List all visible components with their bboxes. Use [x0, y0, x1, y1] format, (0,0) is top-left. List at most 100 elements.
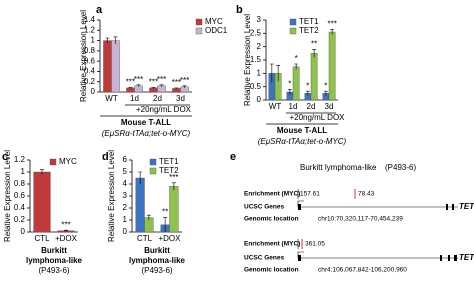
panel-letter: c	[2, 151, 8, 163]
y-tick-label: 0.8	[84, 46, 96, 55]
scale-label: 361.05	[305, 241, 325, 248]
legend-label: TET1	[299, 17, 319, 26]
error-bar	[128, 87, 133, 89]
legend-label: TET2	[159, 166, 179, 175]
error-bar	[159, 84, 164, 87]
significance: **	[311, 39, 317, 48]
bar	[328, 31, 336, 101]
legend-swatch	[289, 27, 297, 35]
legend-label: TET2	[299, 26, 319, 35]
error-bar	[305, 90, 310, 96]
error-bar	[323, 90, 328, 96]
error-bar	[151, 87, 156, 89]
bar	[33, 171, 51, 233]
significance: ***	[149, 77, 158, 86]
significance: ***	[327, 19, 336, 28]
exon	[440, 255, 442, 261]
exon	[452, 204, 454, 210]
bar	[111, 40, 120, 93]
legend-label: ODC1	[205, 26, 228, 35]
group-label: Burkitt lymphoma-like	[128, 246, 185, 265]
significance: ***	[134, 75, 143, 84]
y-tick-label: 0.2	[84, 77, 96, 86]
bar	[169, 186, 179, 233]
y-tick-label: 3	[123, 191, 128, 200]
track-label: Genomic location	[244, 216, 299, 223]
y-axis-label: Relative Expression Level	[79, 10, 88, 102]
error-bar	[163, 217, 168, 232]
bar	[126, 87, 135, 93]
y-axis-label: Relative Expression Level	[107, 150, 116, 242]
legend-swatch	[149, 167, 157, 175]
x-tick-label: +DOX	[55, 234, 78, 243]
gene-name: TET2	[459, 253, 474, 262]
error-bar	[269, 63, 274, 83]
x-tick-label: 2d	[307, 102, 316, 111]
bar	[310, 53, 318, 101]
panel-letter: e	[230, 151, 236, 163]
subgroup-label: (EμSRα-tTAα;tet-o-MYC)	[258, 137, 347, 146]
y-axis-label: Relative Expression Level	[3, 150, 12, 242]
panel-letter: a	[96, 4, 103, 16]
y-tick-label: 0	[91, 87, 96, 96]
group-label-box: Burkitt lymphoma-like(P493-6)	[26, 246, 82, 275]
location: chr4:106,067,842-106,200,960	[318, 267, 407, 274]
y-tick-label: 0.4	[14, 203, 26, 212]
error-bar	[171, 182, 176, 190]
significance: ***	[180, 76, 189, 85]
peak-label: 78.43	[358, 191, 375, 198]
y-tick-label: 0.6	[84, 56, 96, 65]
y-tick-label: 1.4	[84, 15, 96, 24]
x-tick-label: 1d	[130, 94, 139, 103]
error-bar	[182, 85, 187, 88]
x-tick-label: WT	[269, 102, 282, 111]
location: chr10:70,320,117-70,454,239	[318, 216, 403, 223]
significance: *	[306, 81, 309, 90]
y-tick-label: 6	[123, 155, 128, 164]
x-tick-label: 1d	[289, 102, 298, 111]
legend-swatch	[195, 27, 203, 35]
y-tick-label: 1.5	[250, 55, 262, 64]
error-bar	[174, 87, 179, 89]
subgroup-label: (P493-6)	[141, 266, 173, 275]
significance: ***	[169, 173, 178, 182]
significance: ***	[172, 78, 181, 87]
track: Enrichment (MYC) 361.05 UCSC Genes Genom…	[244, 239, 474, 274]
exon	[298, 255, 301, 261]
y-tick-label: 1	[257, 68, 262, 77]
significance: ***	[157, 75, 166, 84]
y-tick-label: 3	[257, 15, 262, 24]
panel-letter: d	[102, 151, 109, 163]
error-bar	[330, 29, 335, 35]
gene-name: TET1	[459, 202, 474, 211]
error-bar	[138, 171, 143, 184]
y-tick-label: 4	[123, 179, 128, 188]
x-tick-label: 3d	[176, 94, 185, 103]
error-bar	[312, 49, 317, 58]
y-tick-label: 0.4	[84, 67, 96, 76]
treatment-label: +20ng/mL DOX	[289, 113, 345, 122]
error-bar	[64, 229, 68, 232]
diagram-subtitle: (P493-6)	[385, 163, 416, 172]
x-tick-label: WT	[105, 94, 118, 103]
legend-swatch	[49, 158, 57, 166]
diagram-title: Burkitt lymphoma-like	[300, 163, 377, 172]
track-label: Genomic location	[244, 267, 299, 274]
exon	[298, 204, 301, 210]
error-bar	[113, 36, 118, 45]
exon	[446, 204, 448, 210]
error-bar	[136, 84, 141, 87]
y-axis-label: Relative Expression Level	[243, 14, 252, 106]
exon	[448, 255, 450, 261]
subgroup-label: (P493-6)	[38, 266, 70, 275]
legend-swatch	[195, 18, 203, 26]
treatment-label: +20ng/mL DOX	[136, 105, 192, 114]
track-label: UCSC Genes	[244, 255, 284, 262]
y-tick-label: 0.5	[250, 82, 262, 91]
y-tick-label: 2.5	[250, 28, 262, 37]
group-label: Mouse T-ALL	[277, 126, 327, 135]
track-label: Enrichment (MYC)	[244, 241, 300, 248]
y-tick-label: 1	[91, 36, 96, 45]
y-tick-label: 1.2	[14, 155, 26, 164]
subgroup-label: (EμSRα-tTAα;tet-o-MYC)	[102, 129, 191, 138]
